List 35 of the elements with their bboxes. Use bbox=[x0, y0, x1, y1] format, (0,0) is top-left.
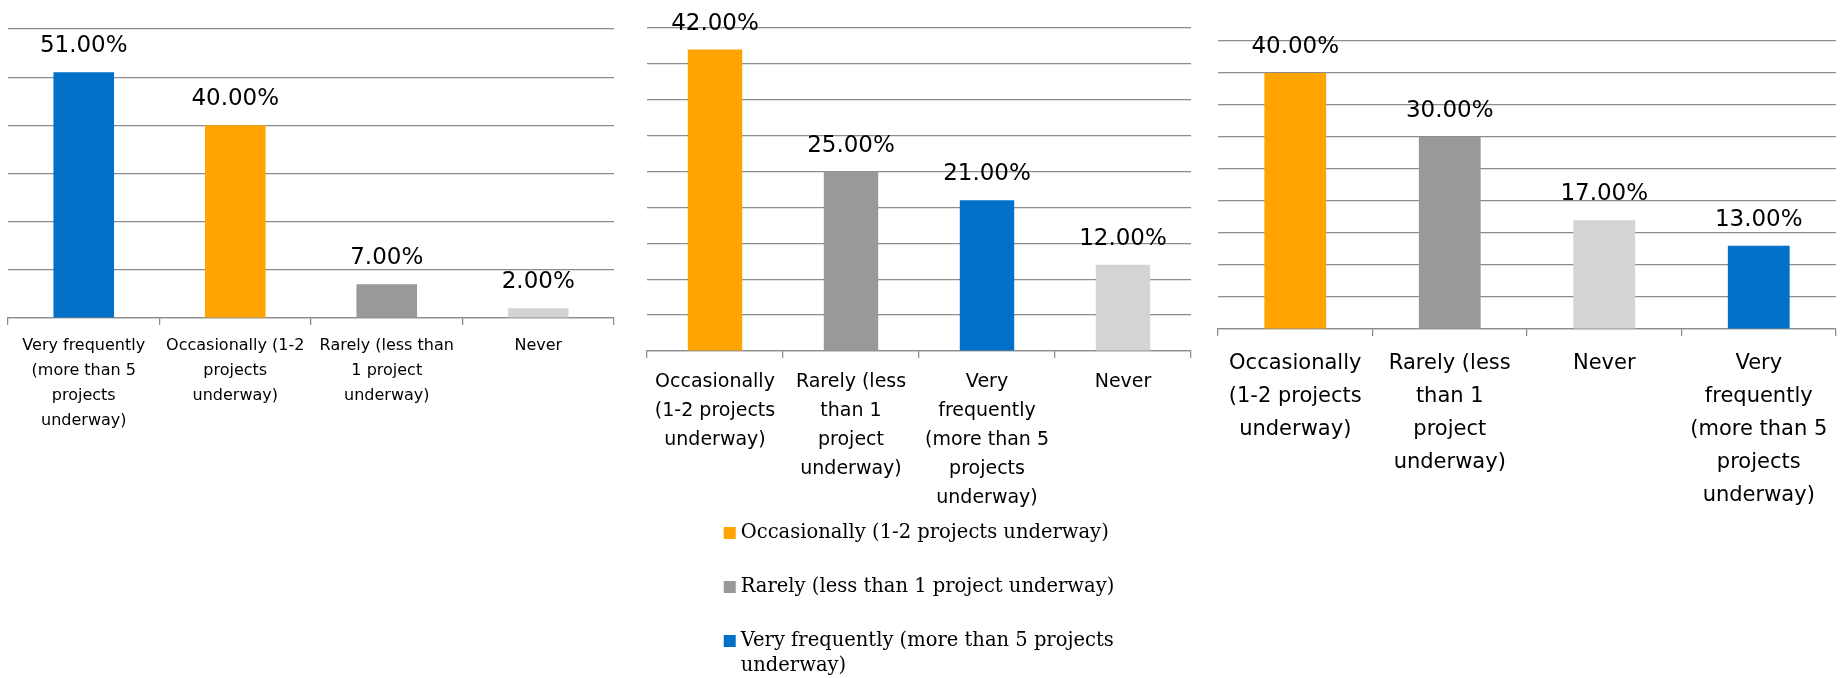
data-label: 7.00% bbox=[350, 243, 424, 270]
legend-label: Rarely (less than 1 project underway) bbox=[740, 574, 1115, 598]
x-tick-label: Occasionally (1-2 projects underway) bbox=[654, 369, 776, 450]
data-label: 40.00% bbox=[191, 84, 280, 111]
bar bbox=[53, 72, 115, 318]
data-label: 2.00% bbox=[501, 267, 575, 294]
bar bbox=[507, 308, 569, 318]
bar bbox=[1573, 220, 1636, 329]
x-tick-label: Rarely (less than 1 project underway) bbox=[1388, 349, 1511, 473]
x-tick-label: Occasionally (1-2 projects underway) bbox=[1228, 349, 1362, 440]
bar bbox=[1418, 137, 1481, 329]
bar bbox=[1727, 245, 1790, 329]
data-label: 30.00% bbox=[1405, 96, 1494, 122]
bar bbox=[356, 284, 418, 318]
data-label: 21.00% bbox=[943, 159, 1031, 186]
data-label: 42.00% bbox=[671, 8, 759, 35]
x-tick-label: Very frequently (more than 5 projects underway) bbox=[22, 334, 146, 429]
data-label: 25.00% bbox=[807, 130, 895, 157]
x-tick-label: Very frequently (more than 5 projects underway) bbox=[1690, 349, 1828, 506]
legend-label: Very frequently (more than 5 projects underway) bbox=[739, 628, 1114, 677]
data-label: 17.00% bbox=[1560, 179, 1649, 206]
bar bbox=[204, 125, 266, 318]
x-tick-label: Never bbox=[1094, 369, 1152, 392]
bar bbox=[1264, 73, 1327, 329]
x-tick-label: Rarely (less than 1 project underway) bbox=[319, 334, 454, 404]
data-label: 40.00% bbox=[1251, 32, 1340, 58]
data-label: 51.00% bbox=[39, 31, 128, 58]
x-tick-label: Never bbox=[514, 334, 563, 354]
x-tick-label: Never bbox=[1572, 349, 1636, 374]
data-label: 13.00% bbox=[1714, 204, 1803, 231]
legend-label: Occasionally (1-2 projects underway) bbox=[740, 520, 1109, 544]
data-label: 12.00% bbox=[1079, 223, 1167, 250]
x-tick-label: Occasionally (1-2 projects underway) bbox=[166, 334, 305, 404]
x-tick-label: Rarely (less than 1 project underway) bbox=[795, 369, 907, 479]
x-tick-label: Very frequently (more than 5 projects underway) bbox=[925, 369, 1049, 508]
